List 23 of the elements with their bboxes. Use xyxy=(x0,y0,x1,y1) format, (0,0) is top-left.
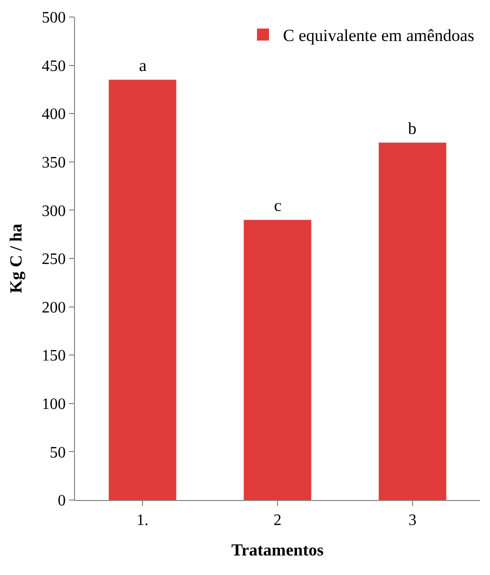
y-tick-label: 400 xyxy=(42,106,66,124)
x-axis-title: Tratamentos xyxy=(231,540,324,560)
bar xyxy=(108,80,176,500)
y-axis-title: Kg C / ha xyxy=(6,223,26,294)
y-tick-label: 350 xyxy=(42,154,66,172)
y-tick-label: 100 xyxy=(42,396,66,413)
y-tick-label: 250 xyxy=(42,251,66,268)
x-tick-label: 3 xyxy=(408,512,416,530)
bar xyxy=(244,220,312,500)
bar xyxy=(378,142,446,500)
y-tick-label: 500 xyxy=(42,10,66,27)
y-tick-label: 200 xyxy=(42,299,66,316)
y-tick-label: 450 xyxy=(42,58,66,75)
annotation: a xyxy=(139,56,147,75)
y-tick-label: 300 xyxy=(42,202,66,220)
x-tick-label: 1. xyxy=(136,512,148,530)
annotation: b xyxy=(408,119,416,138)
legend-label: C equivalente em amêndoas xyxy=(283,26,474,46)
annotation: c xyxy=(274,196,282,215)
x-tick-label: 2 xyxy=(274,512,282,530)
y-tick-label: 0 xyxy=(58,492,66,510)
y-tick-label: 150 xyxy=(42,348,66,365)
y-tick-label: 50 xyxy=(50,444,66,462)
